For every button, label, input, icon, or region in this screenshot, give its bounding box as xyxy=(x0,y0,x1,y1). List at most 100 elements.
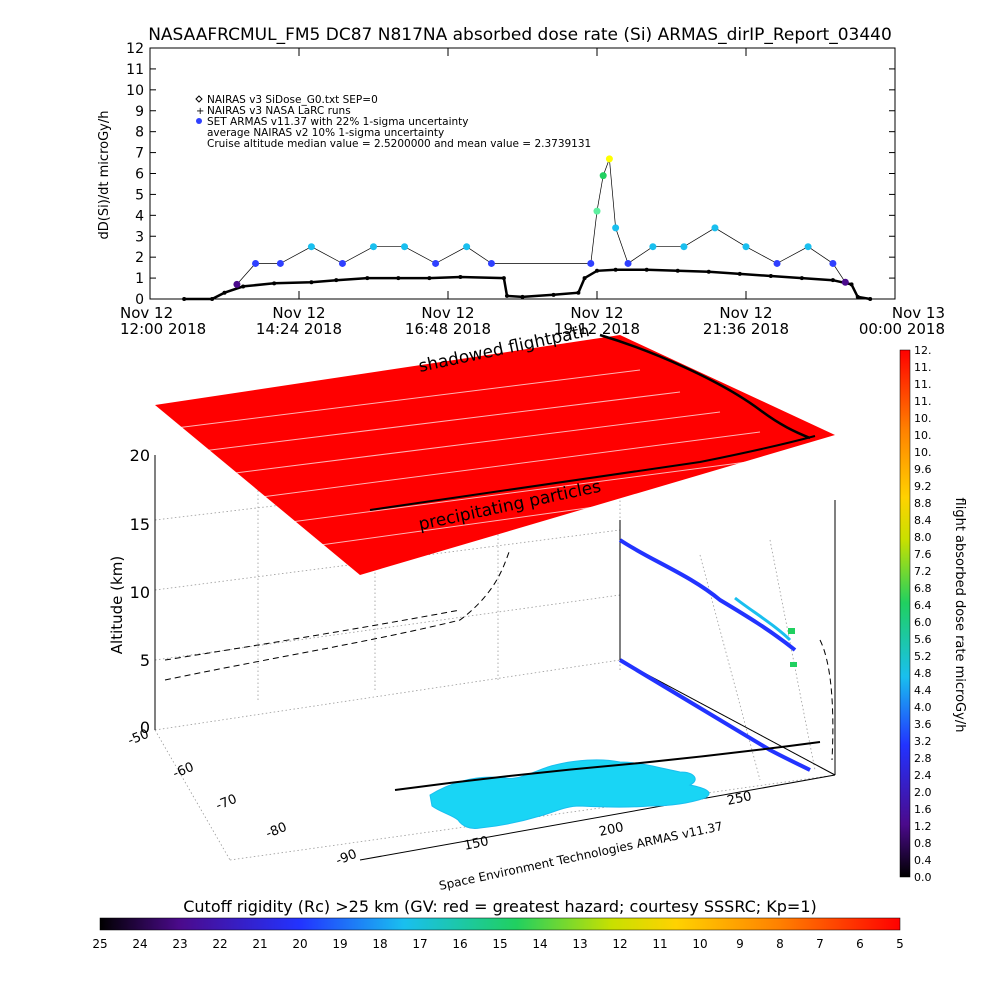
z-tick: 15 xyxy=(130,515,150,534)
armas-point xyxy=(252,259,260,267)
x-tick-label: Nov 12 xyxy=(719,304,772,322)
armas-point xyxy=(742,243,750,251)
nairas-point xyxy=(504,293,509,298)
y-tick-label: 12 xyxy=(126,41,144,57)
z-tick: 5 xyxy=(140,651,150,670)
landmass xyxy=(429,759,710,829)
nairas-point xyxy=(576,290,581,295)
lat-tick: -70 xyxy=(214,792,239,814)
x-tick-label: 21:36 2018 xyxy=(703,320,789,338)
nairas-point xyxy=(210,297,215,301)
altitude-profile-dashed xyxy=(819,639,834,761)
nairas-point xyxy=(501,276,506,281)
y-tick-label: 2 xyxy=(135,250,144,266)
hbar-tick-label: 18 xyxy=(372,937,387,951)
armas-point xyxy=(624,259,632,267)
armas-point xyxy=(605,155,613,163)
nairas-point xyxy=(855,294,860,299)
legend: NAIRAS v3 SiDose_G0.txt SEP=0 + NAIRAS v… xyxy=(195,94,591,150)
vbar-tick-label: 2.4 xyxy=(914,769,932,782)
vbar-tick-label: 1.2 xyxy=(914,820,932,833)
armas-point xyxy=(587,259,595,267)
legend-item-4: average NAIRAS v2 10% 1-sigma uncertaint… xyxy=(207,127,444,139)
z-tick: 10 xyxy=(130,583,150,602)
series-armas-line xyxy=(236,158,846,285)
nairas-point xyxy=(582,276,587,281)
z-axis-label: Altitude (km) xyxy=(108,556,126,654)
vbar-tick-label: 8.0 xyxy=(914,531,932,544)
cutoff-rigidity-sheet xyxy=(155,335,835,575)
lon-tick: 200 xyxy=(598,820,625,840)
vbar-tick-label: 7.6 xyxy=(914,548,932,561)
legend-item-2: NAIRAS v3 NASA LaRC runs xyxy=(207,105,351,117)
vbar-tick-label: 12. xyxy=(914,344,932,357)
nairas-point xyxy=(768,273,773,278)
colorbar-ticks: 25 24 23 22 21 20 19 18 17 16 15 14 13 12 11 10 9 8 7 6 5 xyxy=(92,937,903,951)
nairas-point xyxy=(799,276,804,281)
armas-point xyxy=(307,243,315,251)
colorbar-horizontal xyxy=(99,917,901,931)
armas-point xyxy=(804,243,812,251)
colorbar-ticks: 12. 11. 11. 11. 10. 10. 10. 9.6 9.2 8.8 8.4 8.0 7.6 7… xyxy=(914,344,932,884)
lat-tick: -80 xyxy=(264,820,289,842)
hbar-tick-label: 11 xyxy=(652,937,667,951)
nairas-point xyxy=(595,268,599,273)
vbar-tick-label: 10. xyxy=(914,446,932,459)
y-tick-label: 8 xyxy=(135,125,144,141)
vbar-tick-label: 6.4 xyxy=(914,599,932,612)
nairas-point xyxy=(613,267,618,272)
dose-curtain-highlight xyxy=(734,596,792,642)
nairas-point xyxy=(182,297,187,301)
vbar-tick-label: 4.8 xyxy=(914,667,932,680)
vbar-tick-label: 4.4 xyxy=(914,684,932,697)
armas-point xyxy=(829,259,837,267)
hbar-tick-label: 15 xyxy=(492,937,507,951)
vbar-tick-label: 9.2 xyxy=(914,480,932,493)
nairas-point xyxy=(427,276,432,281)
longitude-ticks: 150 200 250 xyxy=(463,789,753,854)
lat-tick: -60 xyxy=(171,760,196,782)
vbar-tick-label: 0.8 xyxy=(914,837,932,850)
vbar-tick-label: 5.6 xyxy=(914,633,932,646)
nairas-point xyxy=(644,267,649,272)
series-nairas-line xyxy=(184,268,871,301)
hbar-tick-label: 8 xyxy=(776,937,784,951)
ground-track xyxy=(394,741,821,791)
nairas-point xyxy=(396,276,401,281)
y-tick-label: 7 xyxy=(135,146,144,162)
credit-text: Space Environment Technologies ARMAS v11… xyxy=(438,819,724,893)
x-tick-label: Nov 12 xyxy=(120,304,173,322)
armas-point xyxy=(401,243,409,251)
vbar-tick-label: 2.0 xyxy=(914,786,932,799)
vbar-tick-label: 6.0 xyxy=(914,616,932,629)
nairas-point xyxy=(520,294,525,299)
series-layer xyxy=(182,155,873,301)
figure-title: NASAAFRCMUL_FM5 DC87 N817NA absorbed dos… xyxy=(148,25,892,45)
vbar-tick-label: 9.6 xyxy=(914,463,932,476)
altitude-profile-dashed xyxy=(164,609,461,661)
y-tick-label: 5 xyxy=(135,187,144,203)
y-tick-label: 11 xyxy=(126,62,144,78)
vbar-tick-label: 10. xyxy=(914,412,932,425)
lon-tick: 150 xyxy=(463,834,490,854)
nairas-point xyxy=(868,297,873,301)
hbar-tick-label: 19 xyxy=(332,937,347,951)
x-tick-label: 14:24 2018 xyxy=(256,320,342,338)
nairas-point xyxy=(458,275,463,280)
x-tick-label: Nov 13 xyxy=(892,304,945,322)
nairas-point xyxy=(706,269,711,274)
dose-rate-colorbar: 12. 11. 11. 11. 10. 10. 10. 9.6 9.2 8.8 8.4 8.0 7.6 7… xyxy=(899,344,967,884)
nairas-point xyxy=(272,281,277,286)
colorbar-vertical xyxy=(899,349,911,878)
armas-point xyxy=(593,207,601,215)
vbar-tick-label: 2.8 xyxy=(914,752,932,765)
nairas-point xyxy=(334,278,339,283)
hbar-tick-label: 10 xyxy=(692,937,707,951)
dose-peak-marker xyxy=(788,628,795,634)
x-tick-label: 00:00 2018 xyxy=(859,320,945,338)
hbar-tick-label: 20 xyxy=(292,937,307,951)
lat-tick: -50 xyxy=(126,727,151,749)
nairas-point xyxy=(551,292,556,297)
